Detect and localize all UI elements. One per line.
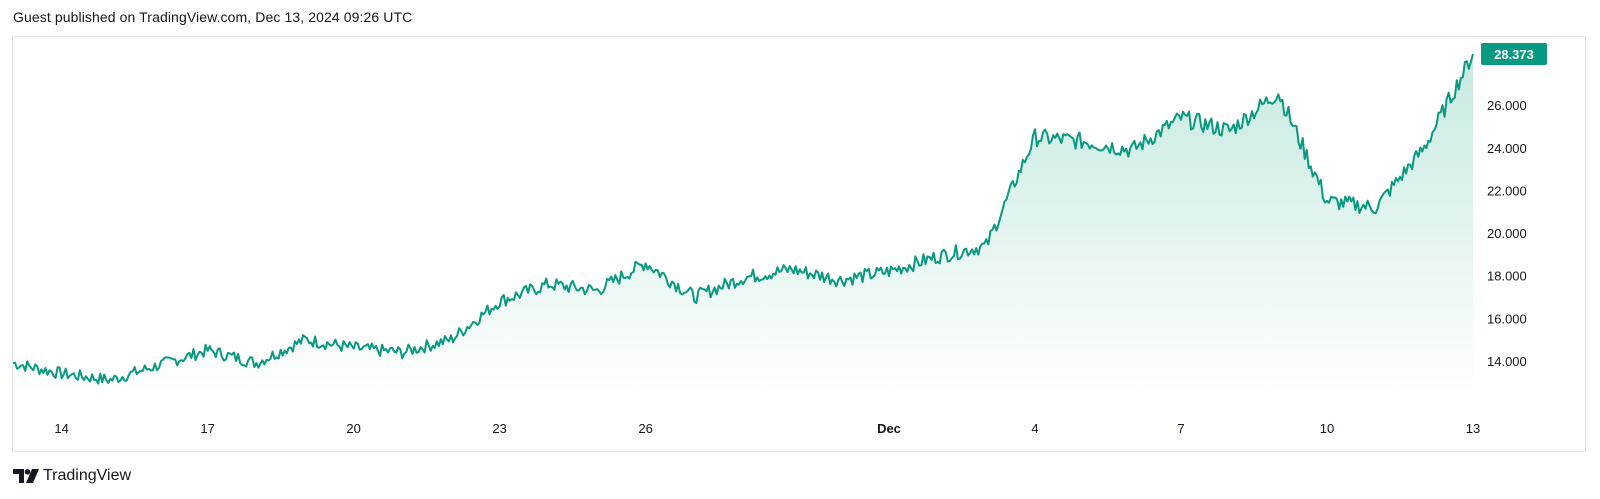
y-tick-label: 16.000 bbox=[1487, 311, 1527, 326]
x-tick-label: 20 bbox=[346, 421, 360, 436]
brand[interactable]: TradingView bbox=[13, 467, 131, 485]
x-tick-label: 23 bbox=[492, 421, 506, 436]
price-line bbox=[13, 53, 1474, 385]
chart-pane[interactable]: 14.000 16.000 18.000 20.000 22.000 24.000 26.0… bbox=[12, 36, 1586, 452]
x-tick-label: 10 bbox=[1320, 421, 1334, 436]
y-tick-label: 18.000 bbox=[1487, 269, 1527, 284]
y-tick-label: 20.000 bbox=[1487, 226, 1527, 241]
x-tick-label: 7 bbox=[1177, 421, 1184, 436]
time-axis: 14 17 20 23 26 Dec 4 7 10 13 bbox=[54, 421, 1480, 436]
price-area-fill bbox=[13, 54, 1473, 395]
y-tick-label: 14.000 bbox=[1487, 354, 1527, 369]
price-chart[interactable]: 14.000 16.000 18.000 20.000 22.000 24.000 26.0… bbox=[13, 37, 1587, 453]
x-tick-label: Dec bbox=[877, 421, 901, 436]
last-price-label: 28.373 bbox=[1481, 43, 1547, 66]
x-tick-label: 13 bbox=[1466, 421, 1480, 436]
tradingview-logo-icon bbox=[13, 469, 39, 483]
x-tick-label: 14 bbox=[54, 421, 68, 436]
publish-info: Guest published on TradingView.com, Dec … bbox=[13, 9, 413, 25]
x-tick-label: 17 bbox=[200, 421, 214, 436]
brand-name: TradingView bbox=[43, 467, 132, 484]
x-tick-label: 26 bbox=[638, 421, 652, 436]
price-axis: 14.000 16.000 18.000 20.000 22.000 24.000 26.0… bbox=[1487, 98, 1527, 369]
y-tick-label: 22.000 bbox=[1487, 183, 1527, 198]
last-price-value: 28.373 bbox=[1494, 47, 1534, 62]
y-tick-label: 26.000 bbox=[1487, 98, 1527, 113]
x-tick-label: 4 bbox=[1031, 421, 1038, 436]
y-tick-label: 24.000 bbox=[1487, 141, 1527, 156]
